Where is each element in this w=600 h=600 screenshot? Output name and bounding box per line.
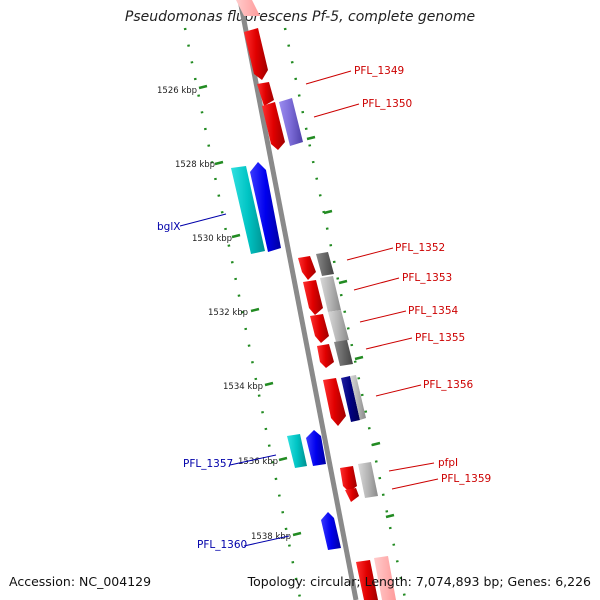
gene-pfl-1352-gray [316, 252, 334, 276]
genome-backbone [237, 0, 359, 600]
gene-pfl-1357-cyan [287, 434, 307, 468]
gene-pfl-1349b [257, 82, 274, 106]
gene-label-pfl-1359[interactable]: PFL_1359 [441, 473, 491, 485]
gene-pfl-1350-purple [279, 98, 303, 146]
gene-block-bottom-pink [374, 556, 396, 600]
gene-label-pfl-1360[interactable]: PFL_1360 [197, 539, 247, 551]
gene-pfl-1355-gray [334, 340, 353, 366]
gene-label-pfl-1355[interactable]: PFL_1355 [415, 332, 465, 344]
tick-label-1526: 1526 kbp [157, 86, 197, 96]
leader-pfl-1355 [365, 337, 413, 350]
gene-pfl-1354-gray [328, 310, 349, 342]
gene-pfl-1353 [303, 280, 323, 315]
gene-pfl-1359 [345, 488, 359, 502]
gene-block-bottom [356, 560, 378, 600]
gene-label-pfl-1349[interactable]: PFL_1349 [354, 65, 404, 77]
gene-label-pfl-1353[interactable]: PFL_1353 [402, 272, 452, 284]
tick-label-1534: 1534 kbp [223, 382, 263, 392]
gene-pfl-1353-gray [320, 276, 341, 312]
tick-label-1530: 1530 kbp [192, 234, 232, 244]
leader-pfl-1354 [359, 310, 407, 323]
gene-pfl-1349 [244, 28, 268, 80]
leader-pfl-1350 [313, 103, 360, 118]
leader-pfl-1357 [229, 454, 277, 466]
tick-label-1538: 1538 kbp [251, 532, 291, 542]
leader-pfl-1360 [243, 535, 290, 547]
genome-summary-text: Topology: circular; Length: 7,074,893 bp… [247, 574, 591, 589]
left-tick-track [183, 27, 302, 599]
label-leaders [179, 70, 439, 547]
gene-features [231, 0, 396, 600]
gene-bglx [250, 162, 281, 252]
tick-label-1532: 1532 kbp [208, 308, 248, 318]
gene-pfl-1356-navy [341, 376, 360, 422]
gene-pfl-1357 [306, 430, 326, 466]
tick-label-1536: 1536 kbp [238, 457, 278, 467]
leader-pfl-1359 [391, 478, 439, 490]
tick-labels: 1526 kbp 1528 kbp 1530 kbp 1532 kbp 1534… [157, 86, 291, 542]
major-tick-marks [198, 84, 395, 537]
gene-pfl-1359-gray [358, 462, 378, 498]
gene-pfl-1350 [262, 102, 285, 150]
leader-pfl-1356 [375, 384, 422, 397]
gene-pfpi [340, 466, 357, 492]
gene-label-pfpi[interactable]: pfpI [438, 457, 458, 469]
gene-pfl-1352 [298, 256, 316, 280]
gene-bglx-cyan [231, 166, 265, 254]
map-title: Pseudomonas fluorescens Pf-5, complete g… [124, 9, 476, 25]
gene-label-pfl-1357[interactable]: PFL_1357 [183, 458, 233, 470]
leader-bglx [179, 213, 227, 227]
gene-label-pfl-1356[interactable]: PFL_1356 [423, 379, 474, 391]
leader-pfl-1352 [346, 247, 394, 261]
gene-pfl-1356-gray [350, 375, 366, 420]
gene-label-pfl-1350[interactable]: PFL_1350 [362, 98, 412, 110]
gene-block-top [236, 0, 260, 16]
leader-pfpi [388, 462, 435, 472]
gene-label-pfl-1354[interactable]: PFL_1354 [408, 305, 459, 317]
gene-pfl-1356 [323, 378, 346, 426]
gene-label-group: PFL_1349 PFL_1350 bglX PFL_1352 PFL_1353… [157, 65, 491, 551]
gene-label-pfl-1352[interactable]: PFL_1352 [395, 242, 445, 254]
leader-pfl-1349 [305, 70, 352, 85]
gene-label-bglx[interactable]: bglX [157, 221, 180, 233]
leader-pfl-1353 [353, 277, 400, 291]
accession-text: Accession: NC_004129 [9, 574, 152, 589]
gene-pfl-1354 [310, 314, 329, 343]
gene-pfl-1360 [321, 512, 341, 550]
tick-label-1528: 1528 kbp [175, 160, 215, 170]
gene-pfl-1355 [317, 344, 334, 368]
